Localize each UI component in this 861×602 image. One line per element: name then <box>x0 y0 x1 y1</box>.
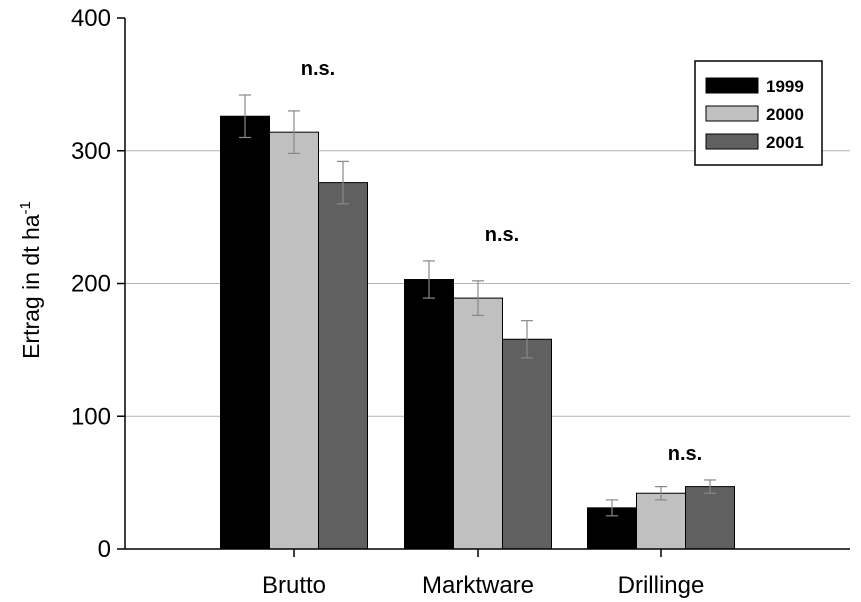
category-labels: Brutto Marktware Drillinge <box>262 572 704 599</box>
significance-label: n.s. <box>485 224 519 246</box>
significance-annotations: n.s. n.s. n.s. <box>301 58 702 465</box>
category-label-marktware: Marktware <box>422 572 534 599</box>
bars <box>220 115 735 550</box>
y-tick-label: 300 <box>71 138 111 165</box>
category-label-brutto: Brutto <box>262 572 326 599</box>
significance-label: n.s. <box>301 58 335 80</box>
legend-label-2001: 2001 <box>766 133 804 152</box>
y-axis-label: Ertrag in dt ha-1 <box>17 201 44 359</box>
y-tick-label: 200 <box>71 271 111 298</box>
legend-swatch-2000 <box>705 105 759 122</box>
axes <box>117 17 850 557</box>
legend: 1999 2000 2001 <box>694 60 823 166</box>
legend-label-2000: 2000 <box>766 105 804 124</box>
y-tick-label: 400 <box>71 5 111 32</box>
y-axis-label-superscript: -1 <box>17 201 34 214</box>
y-axis-label-text: Ertrag in dt ha <box>18 214 44 359</box>
y-tick-labels: 0 100 200 300 400 <box>71 5 111 563</box>
legend-swatch-1999 <box>705 77 759 94</box>
category-label-drillinge: Drillinge <box>618 572 705 599</box>
bar-2000-brutto <box>269 131 319 550</box>
y-tick-label: 0 <box>98 536 111 563</box>
legend-label-1999: 1999 <box>766 77 804 96</box>
error-bars <box>239 94 716 517</box>
bar-2001-brutto <box>318 182 368 550</box>
bar-1999-marktware <box>404 279 454 550</box>
bar-2000-marktware <box>453 297 503 550</box>
y-tick-label: 100 <box>71 403 111 430</box>
bar-1999-brutto <box>220 115 270 550</box>
legend-swatch-2001 <box>705 133 759 150</box>
bar-2001-drillinge <box>685 486 735 550</box>
bar-2000-drillinge <box>636 492 686 550</box>
bar-2001-marktware <box>502 338 552 550</box>
significance-label: n.s. <box>668 443 702 465</box>
